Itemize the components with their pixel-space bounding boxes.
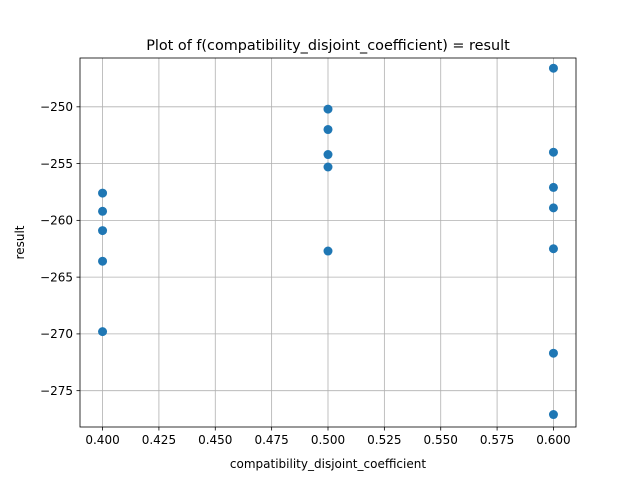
data-point — [98, 188, 108, 198]
x-tick-label: 0.600 — [536, 433, 570, 447]
y-tick-label: −250 — [40, 100, 73, 114]
x-axis-label: compatibility_disjoint_coefficient — [230, 457, 426, 471]
data-point — [323, 162, 333, 172]
data-point — [548, 348, 558, 358]
data-point — [548, 182, 558, 192]
data-point — [98, 206, 108, 216]
data-point — [98, 327, 108, 337]
x-tick-label: 0.450 — [198, 433, 232, 447]
y-tick-label: −260 — [40, 214, 73, 228]
data-point — [323, 125, 333, 135]
x-tick-label: 0.400 — [85, 433, 119, 447]
data-point — [98, 256, 108, 266]
x-tick-label: 0.575 — [480, 433, 514, 447]
x-tick-label: 0.500 — [311, 433, 345, 447]
x-tick-label: 0.425 — [142, 433, 176, 447]
chart-title: Plot of f(compatibility_disjoint_coeffic… — [146, 38, 510, 54]
y-tick-label: −255 — [40, 157, 73, 171]
y-axis-label: result — [13, 225, 27, 259]
data-point — [548, 63, 558, 73]
x-tick-label: 0.550 — [424, 433, 458, 447]
data-point — [323, 104, 333, 114]
x-tick-label: 0.475 — [254, 433, 288, 447]
data-point — [323, 150, 333, 160]
y-tick-label: −265 — [40, 270, 73, 284]
data-point — [98, 226, 108, 236]
axis-ticks: 0.400 0.425 0.450 0.475 0.500 0.525 0.550 0.575… — [40, 100, 571, 447]
data-point — [548, 203, 558, 213]
data-point — [323, 246, 333, 256]
data-point — [548, 147, 558, 157]
data-points — [98, 63, 558, 420]
data-point — [548, 244, 558, 254]
x-tick-label: 0.525 — [367, 433, 401, 447]
data-point — [548, 410, 558, 420]
y-tick-label: −275 — [40, 384, 73, 398]
y-tick-label: −270 — [40, 327, 73, 341]
